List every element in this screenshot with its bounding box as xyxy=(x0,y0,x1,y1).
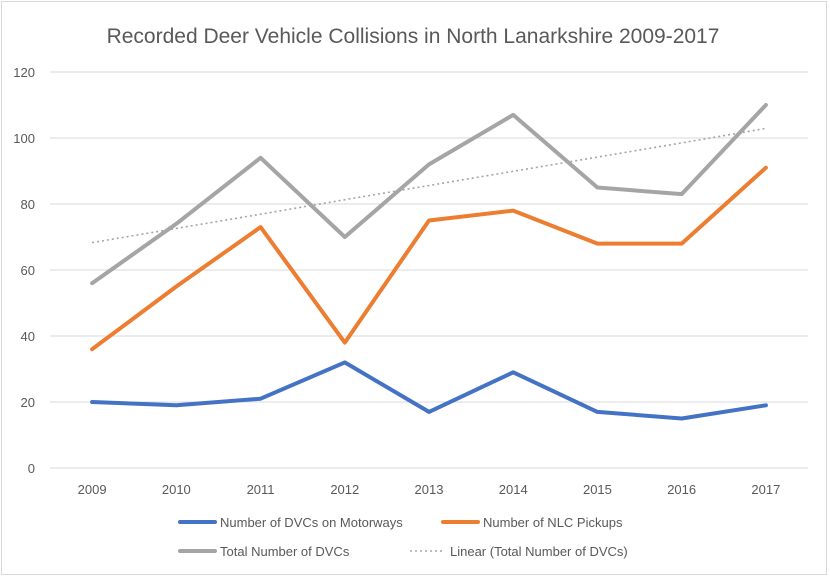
series-line-1 xyxy=(90,165,768,352)
legend: Number of DVCs on Motorways Number of NLC… xyxy=(178,515,628,559)
x-tick-label: 2009 xyxy=(78,482,107,497)
legend-label-2: Total Number of DVCs xyxy=(220,544,350,559)
y-tick-label: 20 xyxy=(21,395,35,410)
y-axis-ticks: 0 20 40 60 80 100 120 xyxy=(13,65,35,476)
gridlines xyxy=(50,71,808,469)
y-tick-label: 120 xyxy=(13,65,35,80)
x-tick-label: 2014 xyxy=(499,482,528,497)
chart-title: Recorded Deer Vehicle Collisions in Nort… xyxy=(107,25,720,48)
legend-label-0: Number of DVCs on Motorways xyxy=(220,515,403,530)
x-tick-label: 2013 xyxy=(415,482,444,497)
series-line-3 xyxy=(91,127,767,244)
x-tick-label: 2011 xyxy=(247,482,275,497)
y-tick-label: 100 xyxy=(13,131,35,146)
y-tick-label: 80 xyxy=(21,197,35,212)
series-lines xyxy=(90,103,768,421)
y-tick-label: 0 xyxy=(28,461,35,476)
y-tick-label: 40 xyxy=(21,329,35,344)
legend-label-3: Linear (Total Number of DVCs) xyxy=(450,544,628,559)
x-tick-label: 2017 xyxy=(751,482,780,497)
series-line-0 xyxy=(90,360,768,421)
legend-label-1: Number of NLC Pickups xyxy=(483,515,623,530)
x-tick-label: 2016 xyxy=(667,482,696,497)
x-axis-ticks: 2009 2010 2011 2012 2013 2014 2015 2016 2017 xyxy=(78,482,781,497)
x-tick-label: 2015 xyxy=(583,482,612,497)
x-tick-label: 2012 xyxy=(330,482,359,497)
y-tick-label: 60 xyxy=(21,263,35,278)
series-line-2 xyxy=(90,103,768,286)
x-tick-label: 2010 xyxy=(162,482,191,497)
